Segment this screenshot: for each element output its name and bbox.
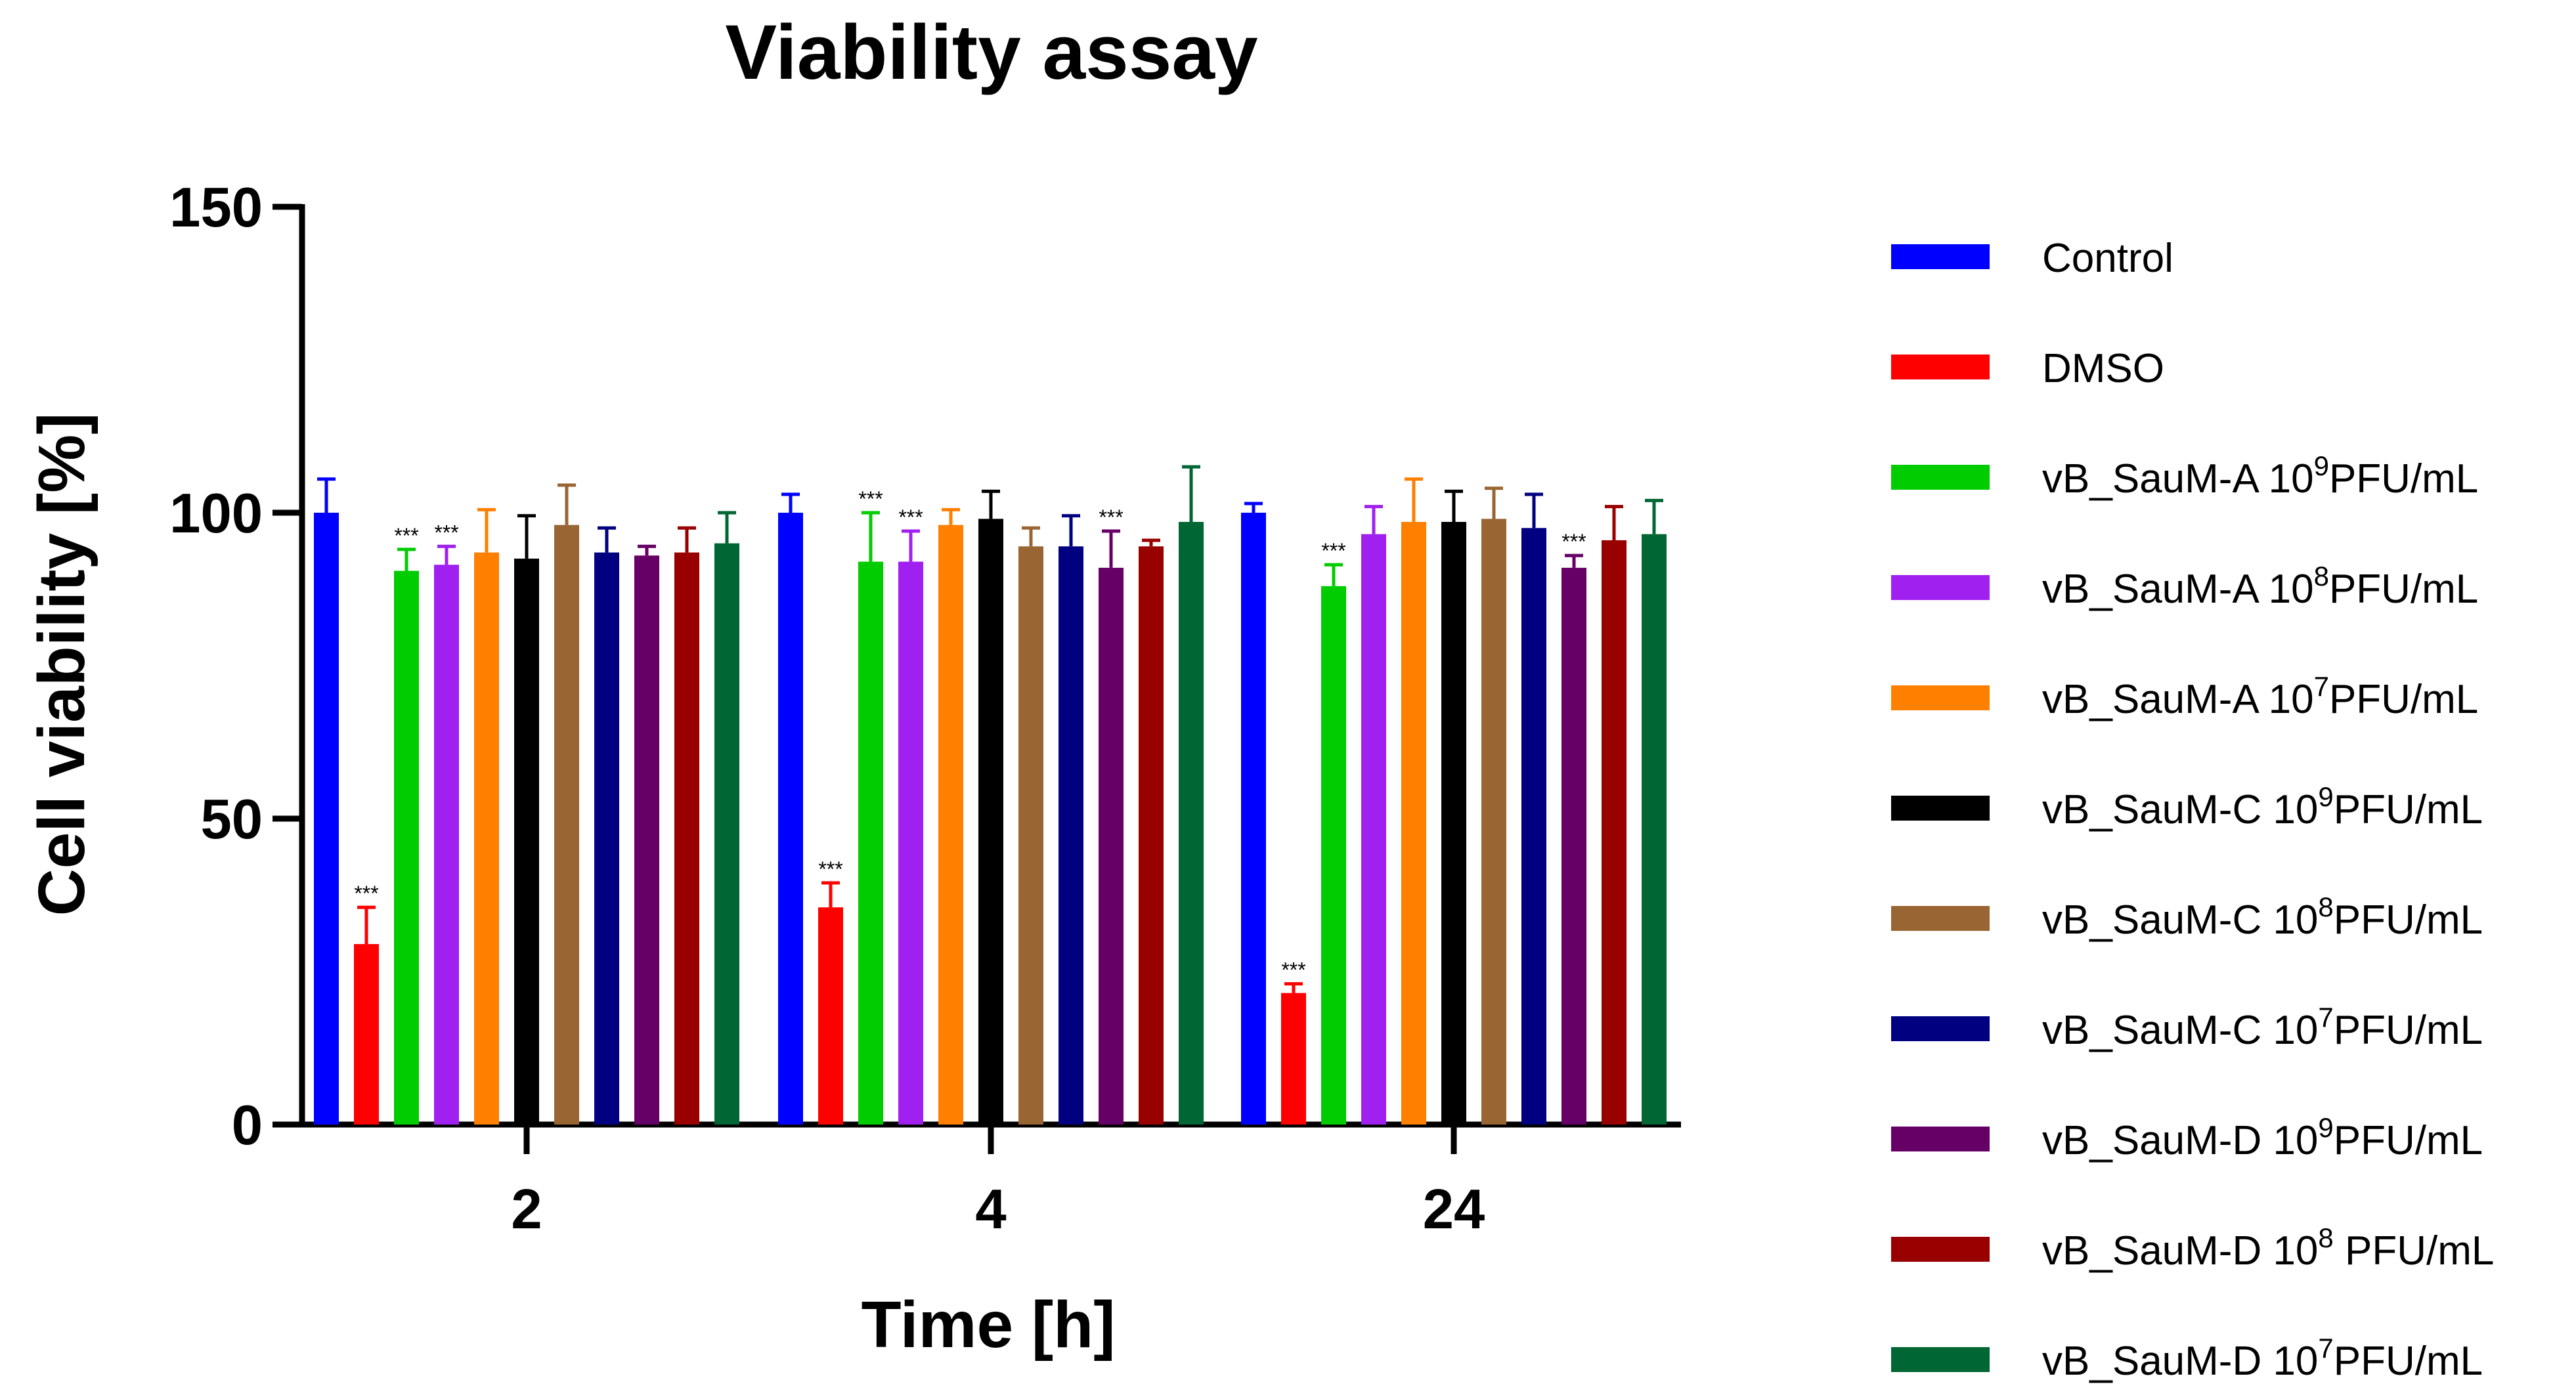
bar xyxy=(474,552,499,1125)
bar xyxy=(858,561,883,1125)
bar xyxy=(634,555,659,1125)
legend-swatch xyxy=(1891,244,1990,269)
significance-label: *** xyxy=(1099,505,1123,529)
legend-swatch xyxy=(1891,906,1990,931)
legend-label: vB_SauM-D 107PFU/mL xyxy=(2042,1333,2483,1384)
bar xyxy=(714,543,739,1125)
significance-label: *** xyxy=(858,487,883,511)
legend-label: vB_SauM-A 109PFU/mL xyxy=(2042,450,2478,502)
legend-swatch xyxy=(1891,355,1990,379)
bar xyxy=(1241,513,1266,1125)
bar xyxy=(978,519,1003,1125)
bar xyxy=(1281,993,1306,1125)
significance-label: *** xyxy=(898,505,923,529)
bar xyxy=(1401,521,1426,1125)
y-axis-label: Cell viability [%] xyxy=(25,413,98,916)
legend: Control DMSO vB_SauM-A 109PFU/mL vB_SauM-A … xyxy=(1891,236,2494,1384)
significance-label: *** xyxy=(394,524,418,548)
chart-title: Viability assay xyxy=(725,9,1257,96)
bar xyxy=(818,907,843,1125)
bar xyxy=(1139,546,1164,1125)
x-tick-label: 24 xyxy=(1423,1178,1485,1241)
y-tick-label: 100 xyxy=(169,483,263,545)
legend-label: vB_SauM-C 109PFU/mL xyxy=(2042,781,2483,832)
bar xyxy=(394,570,419,1125)
bars-group: *** *** *** *** *** *** *** *** *** *** xyxy=(314,465,1667,1125)
legend-label: vB_SauM-C 107PFU/mL xyxy=(2042,1002,2483,1053)
bar xyxy=(1521,528,1546,1125)
bar xyxy=(1561,567,1586,1125)
bar xyxy=(514,558,539,1125)
bar xyxy=(1441,521,1466,1125)
bar xyxy=(1642,534,1667,1125)
legend-swatch xyxy=(1891,796,1990,821)
legend-swatch xyxy=(1891,1347,1990,1372)
legend-swatch xyxy=(1891,575,1990,600)
bar xyxy=(938,525,963,1125)
legend-label: DMSO xyxy=(2042,346,2164,391)
bar xyxy=(1099,567,1124,1125)
y-tick-label: 150 xyxy=(169,177,263,239)
x-axis-label: Time [h] xyxy=(861,1288,1115,1362)
legend-label: Control xyxy=(2042,236,2173,281)
legend-swatch xyxy=(1891,1237,1990,1262)
significance-label: *** xyxy=(1281,958,1305,982)
bar xyxy=(1481,519,1506,1125)
bar xyxy=(594,552,619,1125)
y-tick-label: 0 xyxy=(232,1094,263,1157)
legend-swatch xyxy=(1891,465,1990,490)
significance-label: *** xyxy=(1561,530,1586,553)
significance-label: *** xyxy=(434,521,458,544)
bar xyxy=(554,525,579,1125)
x-tick-label: 2 xyxy=(511,1178,542,1241)
legend-label: vB_SauM-A 108PFU/mL xyxy=(2042,561,2478,612)
significance-label: *** xyxy=(818,857,842,881)
bar xyxy=(1018,546,1043,1125)
legend-label: vB_SauM-D 109PFU/mL xyxy=(2042,1112,2483,1163)
legend-label: vB_SauM-C 108PFU/mL xyxy=(2042,892,2483,943)
legend-swatch xyxy=(1891,1127,1990,1151)
significance-label: *** xyxy=(354,882,378,905)
bar xyxy=(674,552,699,1125)
bar xyxy=(1059,546,1083,1125)
bar xyxy=(314,513,339,1125)
bar xyxy=(354,944,379,1125)
legend-label: vB_SauM-D 108 PFU/mL xyxy=(2042,1222,2494,1274)
legend-swatch xyxy=(1891,685,1990,710)
legend-swatch xyxy=(1891,1016,1990,1041)
bar xyxy=(434,565,459,1125)
bar xyxy=(898,561,923,1125)
bar xyxy=(1602,540,1626,1125)
bar xyxy=(1321,586,1346,1125)
x-tick-label: 4 xyxy=(975,1178,1006,1241)
bar xyxy=(1179,521,1204,1125)
bar xyxy=(778,513,803,1125)
legend-label: vB_SauM-A 107PFU/mL xyxy=(2042,671,2478,722)
y-tick-label: 50 xyxy=(200,788,263,851)
significance-label: *** xyxy=(1321,539,1345,563)
bar xyxy=(1361,534,1386,1125)
